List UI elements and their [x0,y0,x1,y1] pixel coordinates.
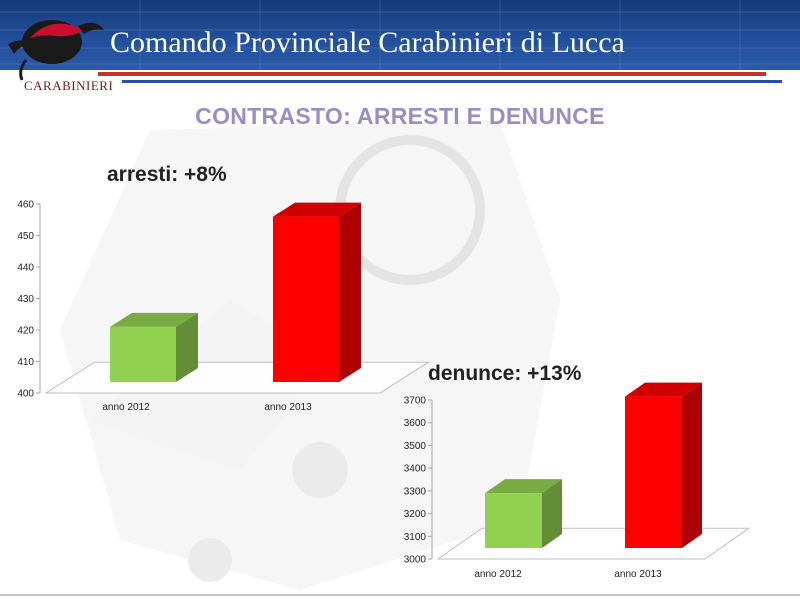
chart-arresti-title: arresti: +8% [107,163,227,186]
bar [273,216,339,382]
y-tick-label: 3500 [404,441,427,452]
slide-subtitle: CONTRASTO: ARRESTI E DENUNCE [195,103,605,129]
bar-top [625,382,702,397]
bar-side [682,382,702,548]
bottom-rule [0,594,800,596]
bar-top [485,479,562,494]
header-red-rule [98,72,766,76]
bar-side [542,479,562,548]
y-tick-label: 3700 [404,396,427,407]
logo-text: CARABINIERI [24,78,114,93]
bar-top [110,312,198,327]
y-tick-label: 420 [17,326,34,337]
y-tick-label: 450 [17,231,34,242]
y-tick-label: 3600 [404,418,427,429]
y-tick-label: 460 [17,200,34,211]
bar-side [176,312,198,382]
carabinieri-logo-icon [8,20,104,81]
header-grid-pattern [0,0,800,70]
bar [485,493,542,548]
y-tick-label: 3100 [404,532,427,543]
x-tick-label: anno 2012 [102,402,150,413]
y-tick-label: 3200 [404,509,427,520]
x-tick-label: anno 2013 [614,569,662,580]
y-tick-label: 3000 [404,555,427,566]
y-tick-label: 3400 [404,464,427,475]
page-title: Comando Provinciale Carabinieri di Lucca [110,26,625,59]
bar-top [273,202,361,217]
header-band [0,0,800,70]
bar [625,396,682,548]
x-tick-label: anno 2013 [264,402,312,413]
y-tick-label: 400 [17,389,34,400]
x-tick-label: anno 2012 [474,569,522,580]
chart-denunce-title: denunce: +13% [428,362,582,385]
y-tick-label: 440 [17,263,34,274]
chart-floor [436,527,751,560]
y-tick-label: 410 [17,357,34,368]
bar-side [339,202,361,382]
header-blue-rule [122,80,782,83]
y-tick-label: 430 [17,294,34,305]
y-tick-label: 3300 [404,486,427,497]
bar [110,326,176,382]
